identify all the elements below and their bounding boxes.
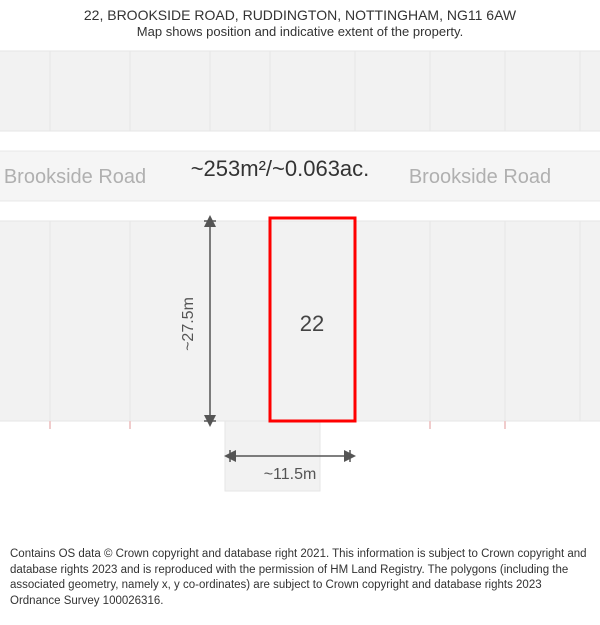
road-label-right: Brookside Road (409, 166, 551, 188)
plot-number: 22 (300, 311, 324, 336)
copyright-footer: Contains OS data © Crown copyright and d… (0, 541, 600, 617)
road-label-left: Brookside Road (4, 166, 146, 188)
area-label: ~253m²/~0.063ac. (191, 156, 370, 181)
header: 22, BROOKSIDE ROAD, RUDDINGTON, NOTTINGH… (0, 0, 600, 41)
map-container: Brookside Road Brookside Road ~253m²/~0.06… (0, 41, 600, 541)
building-block-top (0, 51, 600, 131)
property-map: Brookside Road Brookside Road ~253m²/~0.06… (0, 41, 600, 541)
address-title: 22, BROOKSIDE ROAD, RUDDINGTON, NOTTINGH… (10, 6, 590, 24)
dimension-label-width: ~11.5m (264, 466, 317, 483)
header-subtitle: Map shows position and indicative extent… (10, 24, 590, 41)
dimension-label-height: ~27.5m (180, 297, 197, 351)
